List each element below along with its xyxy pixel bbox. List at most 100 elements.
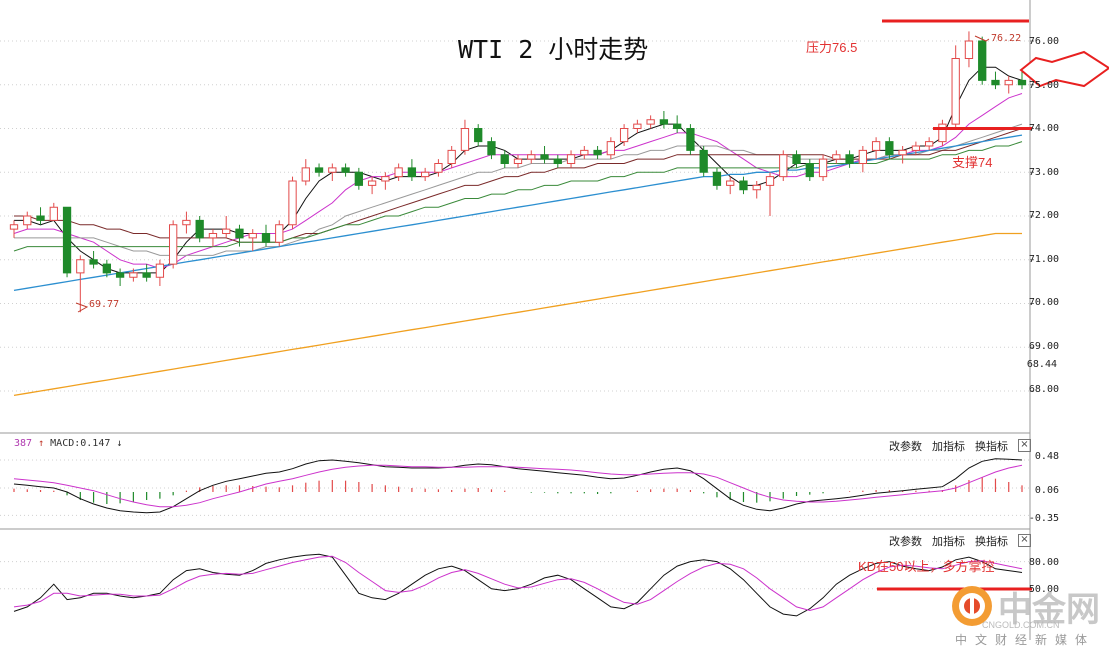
candle-body bbox=[447, 149, 456, 164]
kd-d-line bbox=[13, 555, 1023, 612]
candle-body bbox=[62, 206, 72, 274]
macd-add-indicator-button[interactable]: 加指标 bbox=[932, 441, 965, 453]
candle-body bbox=[871, 141, 881, 151]
candle-body bbox=[49, 206, 58, 221]
macd-params-button[interactable]: 改参数 bbox=[889, 441, 922, 453]
candle-body bbox=[169, 224, 178, 265]
macd-value: MACD:0.147 bbox=[50, 438, 111, 449]
candle-body bbox=[208, 233, 218, 239]
candle-body bbox=[129, 272, 138, 278]
arrow-up-icon: ↑ bbox=[38, 438, 45, 449]
candle-body bbox=[142, 272, 151, 278]
candle-body bbox=[513, 158, 523, 164]
candle-body bbox=[102, 263, 111, 274]
candle-body bbox=[407, 167, 417, 178]
kd-params-button[interactable]: 改参数 bbox=[889, 536, 922, 548]
candlesticks bbox=[9, 31, 1027, 313]
candle-body bbox=[593, 149, 602, 156]
candle-body bbox=[1004, 79, 1013, 86]
candle-body bbox=[845, 154, 854, 164]
candle-body bbox=[805, 163, 814, 178]
candle-body bbox=[487, 141, 496, 156]
candle-body bbox=[115, 272, 125, 278]
candle-body bbox=[434, 163, 443, 173]
macd-indicator bbox=[13, 458, 1023, 514]
kd-close-button[interactable]: × bbox=[1018, 534, 1031, 547]
moving-average-lines bbox=[13, 66, 1023, 397]
candle-body bbox=[381, 176, 390, 182]
moving-average-line bbox=[13, 93, 1023, 270]
moving-average-line bbox=[13, 141, 1023, 252]
candle-body bbox=[858, 149, 867, 164]
resistance-label: 压力76.5 bbox=[806, 40, 858, 55]
candle-body bbox=[248, 233, 257, 239]
candle-body bbox=[301, 167, 310, 182]
candle-body bbox=[500, 154, 509, 164]
candle-body bbox=[726, 180, 735, 186]
candle-body bbox=[619, 128, 629, 143]
candle-body bbox=[898, 149, 907, 156]
low-price-label: 69.77 bbox=[89, 299, 120, 310]
candle-body bbox=[9, 224, 19, 230]
watermark-domain: CNGOLD.COM.CN bbox=[982, 620, 1060, 630]
candle-body bbox=[659, 119, 669, 125]
candle-body bbox=[76, 259, 85, 274]
price-tick: 71.00 bbox=[1028, 254, 1059, 265]
candle-body bbox=[673, 123, 682, 129]
candle-body bbox=[23, 215, 32, 226]
kd-indicator bbox=[13, 553, 1023, 617]
candle-body bbox=[341, 167, 350, 173]
price-tick: 74.00 bbox=[1028, 123, 1059, 134]
candle-body bbox=[978, 40, 987, 81]
candle-body bbox=[686, 128, 695, 151]
candle-body bbox=[421, 171, 430, 178]
moving-average-line bbox=[14, 66, 1023, 274]
price-tick: 73.00 bbox=[1028, 167, 1059, 178]
candle-body bbox=[885, 141, 894, 156]
macd-tick: -0.35 bbox=[1028, 513, 1059, 524]
candle-body bbox=[633, 123, 642, 129]
macd-dif-line bbox=[13, 458, 1023, 514]
candle-body bbox=[566, 154, 576, 164]
candle-body bbox=[261, 233, 271, 243]
candle-body bbox=[314, 167, 324, 173]
candle-body bbox=[195, 219, 204, 239]
candle-body bbox=[288, 180, 297, 226]
price-tick: 72.00 bbox=[1028, 210, 1059, 221]
macd-header: 387 ↑ MACD:0.147 ↓ bbox=[14, 438, 122, 449]
candle-body bbox=[951, 58, 960, 125]
candle-body bbox=[1017, 79, 1027, 86]
price-tick: 68.00 bbox=[1028, 384, 1059, 395]
candle-body bbox=[925, 141, 934, 147]
candle-body bbox=[182, 219, 191, 226]
trend-arrow-icon bbox=[1019, 50, 1109, 88]
macd-close-button[interactable]: × bbox=[1018, 439, 1031, 452]
candle-body bbox=[911, 145, 921, 151]
candle-body bbox=[328, 167, 337, 173]
panel-borders bbox=[0, 0, 1034, 640]
candle-body bbox=[222, 228, 231, 234]
candle-body bbox=[699, 149, 708, 173]
candle-body bbox=[991, 79, 1000, 86]
candle-body bbox=[540, 154, 549, 160]
candle-body bbox=[765, 176, 775, 186]
macd-counter: 387 bbox=[14, 438, 33, 449]
candle-body bbox=[739, 180, 748, 191]
candle-body bbox=[235, 228, 244, 239]
candle-body bbox=[155, 263, 165, 278]
candle-body bbox=[779, 154, 788, 178]
price-tick: 70.00 bbox=[1028, 297, 1059, 308]
candle-body bbox=[646, 119, 655, 125]
kd-swap-indicator-button[interactable]: 换指标 bbox=[975, 536, 1008, 548]
candle-body bbox=[275, 224, 284, 243]
price-tick: 76.00 bbox=[1028, 36, 1059, 47]
macd-swap-indicator-button[interactable]: 换指标 bbox=[975, 441, 1008, 453]
candle-body bbox=[606, 141, 615, 156]
chart-title: WTI 2 小时走势 bbox=[458, 35, 649, 64]
candle-body bbox=[712, 171, 722, 186]
kd-add-indicator-button[interactable]: 加指标 bbox=[932, 536, 965, 548]
high-marker bbox=[974, 35, 990, 42]
kd-tick: 50.00 bbox=[1028, 584, 1059, 595]
kd-note: KD在50以上，多方掌控 bbox=[858, 559, 995, 574]
